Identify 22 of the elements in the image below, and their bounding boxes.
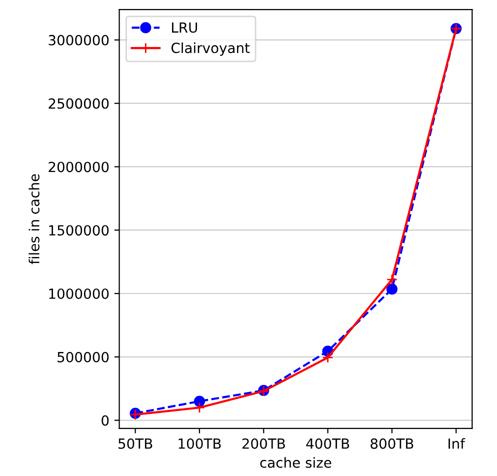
y-axis-title: files in cache	[28, 174, 40, 264]
y-tick-label: 2500000	[48, 98, 109, 109]
point	[386, 274, 398, 286]
point	[194, 396, 206, 407]
x-tick-label: 100TB	[178, 438, 221, 449]
legend-label: Clairvoyant	[171, 42, 250, 56]
x-tick-label: 50TB	[118, 438, 152, 449]
x-tick-label: 400TB	[306, 438, 350, 449]
x-axis-title: cache size	[260, 457, 332, 468]
y-tick-label: 1000000	[49, 288, 109, 299]
y-tick-label: 3000000	[48, 34, 109, 46]
y-tick-label: 500000	[58, 352, 109, 362]
point	[322, 352, 334, 364]
legend-label: LRU	[172, 22, 198, 33]
y-tick-label: 1500000	[49, 225, 109, 236]
point	[194, 402, 206, 414]
x-tick-label: 200TB	[242, 438, 285, 449]
y-tick-label: 2000000	[48, 162, 109, 172]
x-tick-label: Inf	[448, 438, 466, 449]
point	[386, 284, 398, 295]
y-tick-label: 0	[102, 415, 109, 426]
x-tick-label: 800TB	[370, 438, 414, 449]
